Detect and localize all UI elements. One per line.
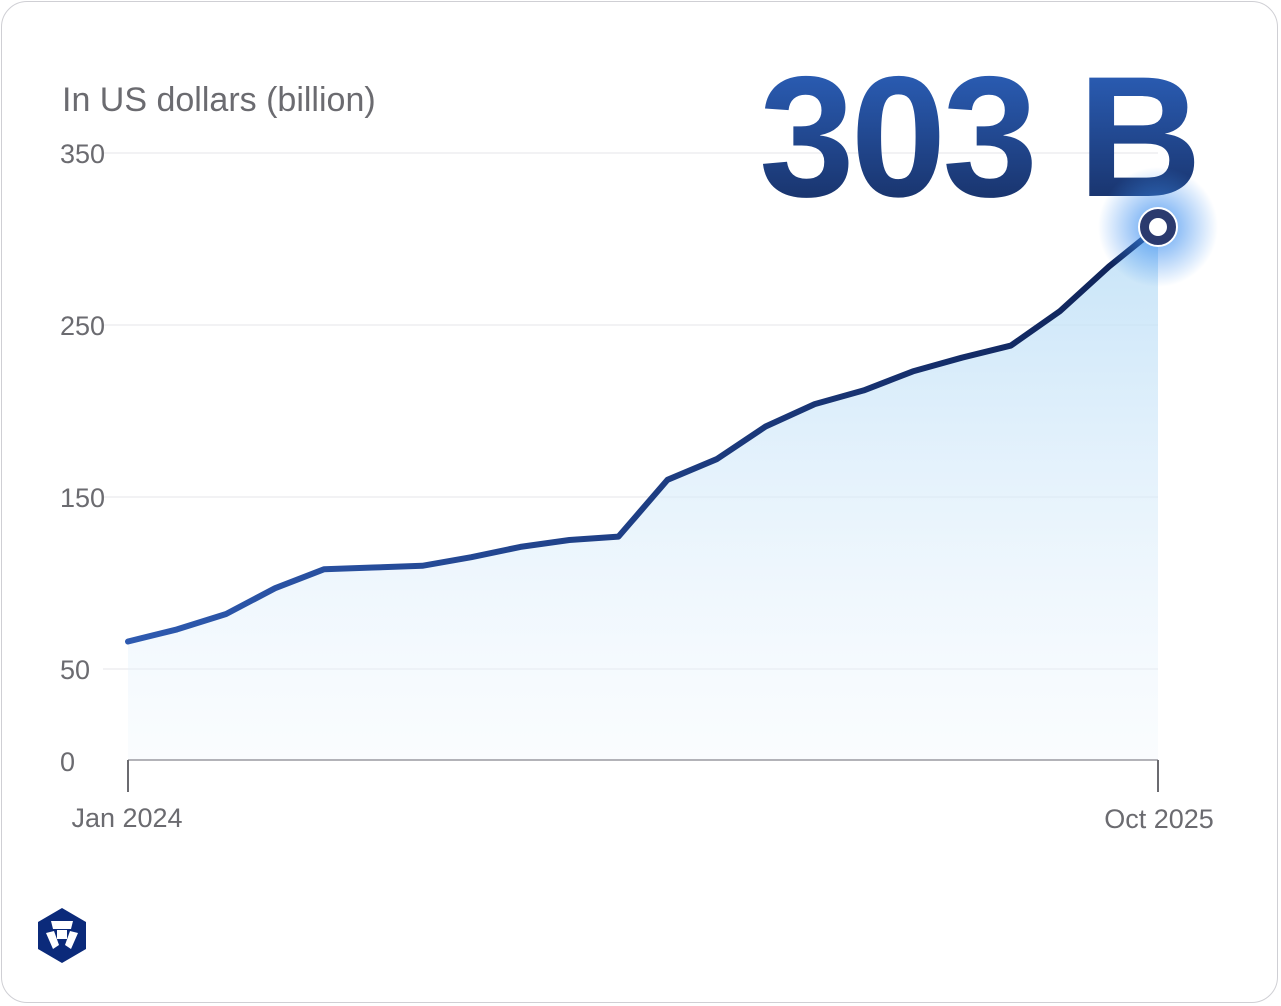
y-tick-label: 250 [60, 311, 105, 341]
y-tick-label: 50 [60, 655, 90, 685]
x-tick-label: Jan 2024 [71, 803, 182, 833]
y-tick-label: 0 [60, 747, 75, 777]
y-tick-label: 150 [60, 483, 105, 513]
y-axis-label: In US dollars (billion) [62, 81, 376, 119]
y-tick-label: 350 [60, 139, 105, 169]
series-line [125, 224, 1161, 645]
marker-center [1149, 218, 1167, 236]
area-fill [128, 227, 1158, 760]
x-tick-label: Oct 2025 [1104, 804, 1214, 834]
crypto-logo [38, 908, 86, 963]
